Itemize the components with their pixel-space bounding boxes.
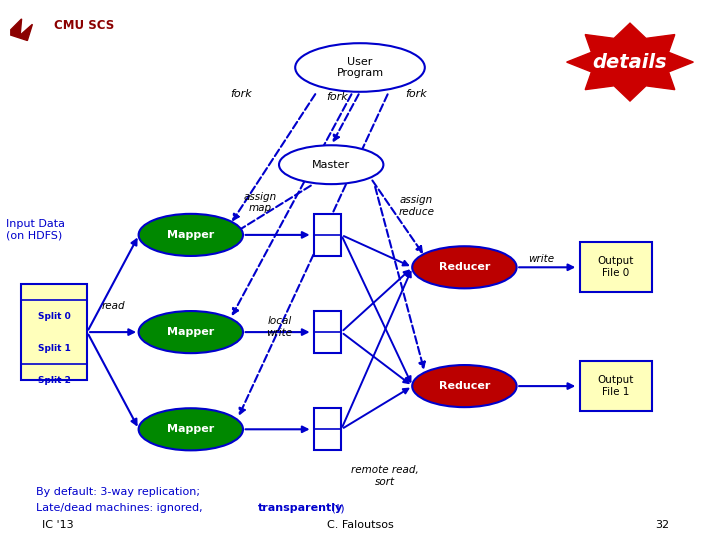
- Text: Mapper: Mapper: [167, 327, 215, 337]
- Text: Mapper: Mapper: [167, 230, 215, 240]
- Text: fork: fork: [326, 92, 348, 102]
- Text: Input Data
(on HDFS): Input Data (on HDFS): [6, 219, 65, 240]
- FancyBboxPatch shape: [314, 408, 341, 450]
- Polygon shape: [11, 19, 32, 40]
- Text: Output
File 1: Output File 1: [598, 375, 634, 397]
- Ellipse shape: [413, 246, 517, 288]
- FancyBboxPatch shape: [21, 284, 87, 380]
- Text: User
Program: User Program: [336, 57, 384, 78]
- Text: 32: 32: [655, 520, 670, 530]
- Text: assign
map: assign map: [244, 192, 277, 213]
- Ellipse shape: [279, 145, 383, 184]
- Ellipse shape: [139, 214, 243, 256]
- Text: Split 2: Split 2: [37, 376, 71, 384]
- Text: details: details: [593, 52, 667, 72]
- Ellipse shape: [139, 408, 243, 450]
- Text: read: read: [102, 301, 125, 311]
- Text: C. Faloutsos: C. Faloutsos: [327, 520, 393, 530]
- Text: Reducer: Reducer: [438, 262, 490, 272]
- Polygon shape: [567, 23, 693, 101]
- Text: Split 1: Split 1: [37, 343, 71, 353]
- Text: Split 0: Split 0: [37, 312, 71, 321]
- Text: Late/dead machines: ignored,: Late/dead machines: ignored,: [36, 503, 206, 514]
- Text: local
write: local write: [266, 316, 292, 338]
- Text: CMU SCS: CMU SCS: [54, 19, 114, 32]
- Text: (!): (!): [328, 503, 345, 514]
- Text: write: write: [528, 254, 554, 264]
- Text: fork: fork: [405, 89, 427, 99]
- Text: fork: fork: [230, 89, 252, 99]
- FancyBboxPatch shape: [580, 242, 652, 292]
- Text: Output
File 0: Output File 0: [598, 256, 634, 278]
- Text: Mapper: Mapper: [167, 424, 215, 434]
- FancyBboxPatch shape: [580, 361, 652, 411]
- Ellipse shape: [295, 43, 425, 92]
- Text: remote read,
sort: remote read, sort: [351, 465, 419, 487]
- Text: transparently: transparently: [258, 503, 343, 514]
- Text: By default: 3-way replication;: By default: 3-way replication;: [36, 487, 200, 497]
- FancyBboxPatch shape: [314, 311, 341, 353]
- Text: IC '13: IC '13: [42, 520, 73, 530]
- FancyBboxPatch shape: [314, 214, 341, 256]
- Ellipse shape: [413, 365, 517, 407]
- Text: assign
reduce: assign reduce: [398, 195, 434, 217]
- Text: Reducer: Reducer: [438, 381, 490, 391]
- Ellipse shape: [139, 311, 243, 353]
- Text: Master: Master: [312, 160, 350, 170]
